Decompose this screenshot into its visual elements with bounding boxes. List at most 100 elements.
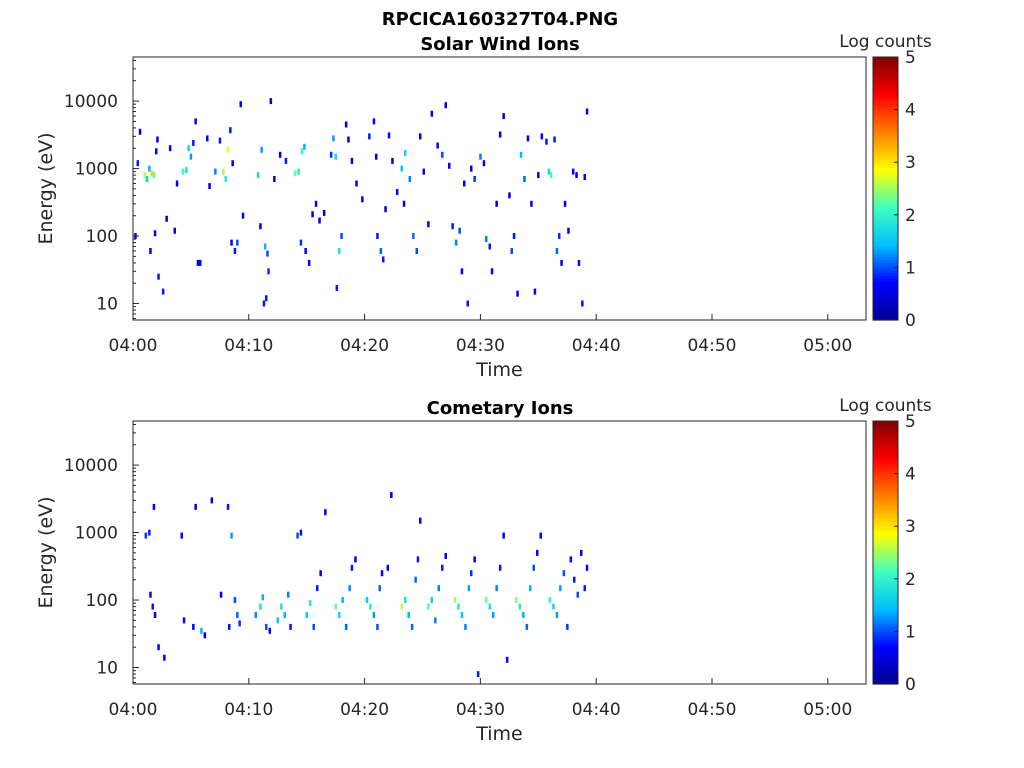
colorbar-tick-label: 5: [905, 48, 916, 68]
data-cell: [386, 564, 390, 571]
colorbar-segment: [873, 526, 898, 530]
data-cell: [153, 230, 157, 237]
colorbar-segment: [873, 541, 898, 546]
data-cell: [457, 603, 460, 610]
data-cell: [495, 585, 498, 592]
colorbar-segment: [873, 565, 898, 569]
colorbar-segment: [873, 209, 898, 213]
colorbar-segment: [873, 177, 898, 182]
data-cell: [214, 168, 217, 175]
y-tick-label: 100: [86, 591, 118, 611]
data-cell: [525, 623, 529, 630]
data-cell: [408, 176, 412, 182]
data-cell: [153, 612, 157, 618]
data-cell: [144, 532, 148, 539]
data-cell: [529, 585, 532, 592]
colorbar-segment: [873, 220, 898, 224]
colorbar-frame: [872, 420, 899, 685]
data-cell: [549, 172, 553, 179]
colorbar-segment: [873, 230, 898, 234]
data-cell: [284, 157, 288, 164]
figure-title: RPCICA160327T04.PNG: [382, 9, 618, 30]
colorbar-segment: [873, 143, 898, 148]
data-cell: [526, 135, 530, 142]
colorbar-segment: [873, 552, 898, 556]
colorbar-segment: [873, 636, 898, 640]
data-cell: [168, 145, 172, 152]
data-cell: [410, 623, 414, 630]
colorbar-tick-label: 1: [905, 622, 916, 642]
colorbar-segment: [873, 626, 898, 630]
colorbar-segment: [873, 678, 898, 682]
colorbar-segment: [873, 662, 898, 667]
colorbar-tick-label: 5: [905, 412, 916, 432]
colorbar-segment: [873, 528, 898, 533]
colorbar-tick-label: 4: [905, 101, 916, 121]
colorbar-segment: [873, 618, 898, 622]
data-cell: [175, 180, 179, 187]
data-cells: [134, 98, 589, 307]
colorbar-segment: [873, 285, 898, 290]
colorbar-segment: [873, 272, 898, 276]
data-cell: [226, 503, 230, 510]
data-cell: [150, 170, 153, 177]
data-cell: [540, 133, 544, 140]
data-cell: [236, 612, 239, 618]
data-cell: [402, 200, 406, 207]
colorbar-segment: [873, 78, 898, 82]
data-cell: [460, 612, 464, 618]
colorbar-segment: [873, 222, 898, 226]
colorbar-segment: [873, 670, 898, 675]
data-cell: [138, 128, 142, 135]
colorbar-segment: [873, 291, 898, 295]
colorbar-segment: [873, 591, 898, 596]
data-cell: [434, 617, 437, 624]
data-cell: [479, 153, 482, 160]
colorbar-segment: [873, 589, 898, 593]
data-cell: [194, 118, 197, 125]
data-cell: [382, 256, 385, 263]
data-cell: [319, 570, 322, 577]
colorbar-segment: [873, 484, 898, 488]
data-cell: [278, 151, 282, 158]
colorbar-segment: [873, 70, 898, 74]
colorbar-segment: [873, 423, 898, 427]
colorbar-segment: [873, 246, 898, 250]
colorbar-segment: [873, 85, 898, 90]
data-cell: [516, 290, 519, 297]
data-cell: [548, 597, 552, 603]
colorbar-segment: [873, 149, 898, 153]
x-tick-label: 04:50: [687, 336, 736, 356]
colorbar-segment: [873, 668, 898, 672]
colorbar-segment: [873, 602, 898, 606]
colorbar-segment: [873, 80, 898, 84]
colorbar-segment: [873, 536, 898, 540]
colorbar-segment: [873, 277, 898, 282]
colorbar-segment: [873, 444, 898, 448]
data-cell: [203, 632, 207, 639]
data-cell: [236, 239, 239, 246]
colorbar-segment: [873, 520, 898, 525]
x-tick-label: 04:40: [572, 336, 621, 356]
colorbar-segment: [873, 62, 898, 66]
data-cell: [259, 603, 262, 610]
colorbar-segment: [873, 494, 898, 498]
data-cell: [437, 585, 440, 592]
y-tick-label: 10: [96, 659, 118, 679]
colorbar-segment: [873, 151, 898, 155]
colorbar-segment: [873, 497, 898, 501]
x-tick-label: 04:20: [340, 700, 389, 720]
data-cell: [563, 200, 567, 207]
colorbar-segment: [873, 465, 898, 469]
colorbar-segment: [873, 518, 898, 522]
data-cell: [530, 200, 533, 207]
data-cell: [490, 268, 494, 275]
data-cell: [299, 529, 303, 536]
data-cell: [581, 300, 584, 307]
data-cell: [219, 591, 223, 598]
data-cell: [263, 243, 267, 250]
colorbar-segment: [873, 502, 898, 506]
data-cell: [230, 239, 233, 246]
data-cell: [400, 165, 403, 172]
colorbar-segment: [873, 162, 898, 166]
